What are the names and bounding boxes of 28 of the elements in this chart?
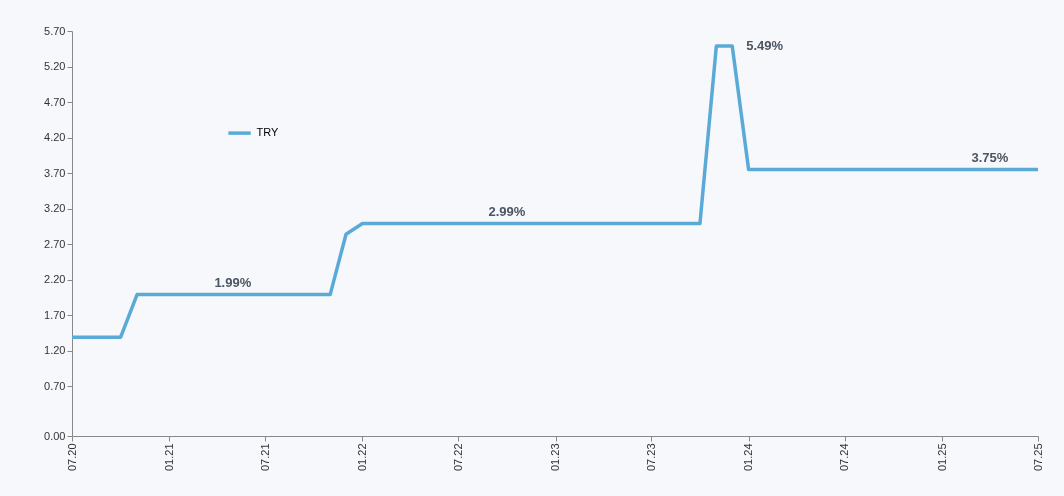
y-tick-label: 4.70 (44, 95, 66, 108)
x-tick-label: 01.24 (742, 443, 755, 472)
x-tick-label: 07.22 (451, 443, 464, 472)
x-tick-label: 01.23 (549, 443, 562, 472)
data-label: 5.49% (746, 37, 784, 53)
y-tick-label: 3.20 (44, 202, 66, 215)
x-tick-label: 07.21 (258, 443, 271, 472)
x-tick-label: 01.25 (935, 443, 948, 472)
y-tick-label: 4.20 (44, 131, 66, 144)
x-tick-label: 07.25 (1031, 443, 1044, 472)
y-tick-label: 5.70 (44, 24, 66, 37)
x-tick-label: 01.21 (162, 443, 175, 472)
y-tick-label: 0.00 (44, 429, 66, 442)
data-label: 1.99% (214, 274, 252, 290)
y-tick-label: 5.20 (44, 60, 66, 73)
data-label: 3.75% (971, 149, 1009, 165)
x-tick-label: 07.24 (838, 443, 851, 472)
y-tick-label: 3.70 (44, 166, 66, 179)
x-tick-label: 07.20 (65, 443, 78, 472)
y-tick-label: 2.70 (44, 237, 66, 250)
x-tick-label: 07.23 (644, 443, 657, 472)
x-tick-label: 01.22 (355, 443, 368, 472)
legend-label: TRY (256, 126, 280, 139)
data-label: 2.99% (488, 203, 526, 219)
y-tick-label: 0.70 (44, 379, 66, 392)
y-tick-label: 1.20 (44, 344, 66, 357)
y-tick-label: 2.20 (44, 273, 66, 286)
y-tick-label: 1.70 (44, 308, 66, 321)
